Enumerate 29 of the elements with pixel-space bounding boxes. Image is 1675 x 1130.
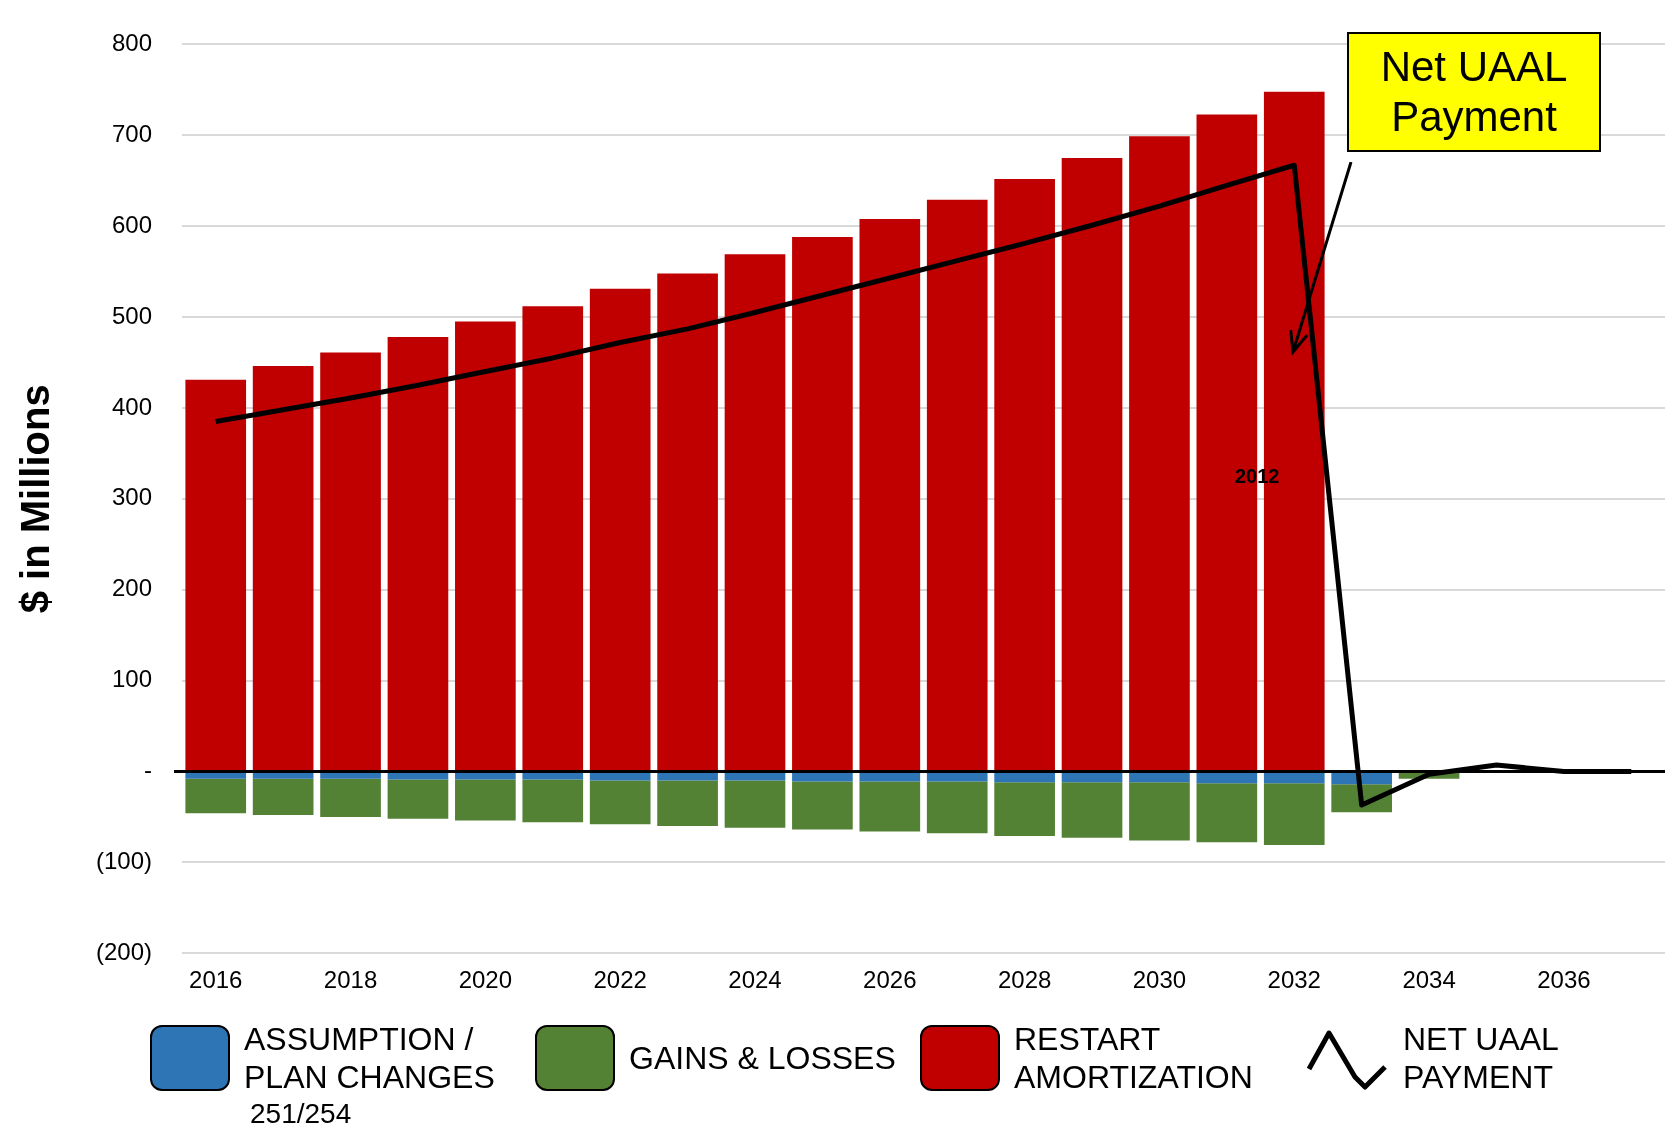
y-tick-label: 500: [111, 301, 153, 329]
x-tick-label: 2016: [189, 966, 243, 994]
x-tick-label: 2020: [458, 966, 513, 994]
y-tick-label: (100): [96, 846, 153, 874]
text: 251/254: [250, 1098, 352, 1130]
x-tick-label: 2022: [593, 966, 647, 994]
y-tick-label: 300: [111, 483, 153, 511]
x-tick-label: 2036: [1537, 966, 1591, 994]
annotation: Net UAAL Payment: [1347, 32, 1601, 152]
legend-label: GAINS & LOSSES: [629, 1039, 897, 1077]
y-tick-label: 800: [111, 29, 153, 57]
y-tick-label: -: [144, 756, 153, 784]
y-tick-label: 200: [111, 574, 153, 602]
x-tick-label: 2030: [1132, 966, 1187, 994]
y-tick-label: 600: [111, 210, 153, 238]
y-tick-label: 100: [111, 665, 153, 693]
y-tick-label: 700: [111, 119, 153, 147]
y-tick-label: 400: [111, 392, 153, 420]
y-tick-label: (200): [96, 937, 153, 965]
x-tick-label: 2018: [323, 966, 378, 994]
legend-label: ASSUMPTION / PLAN CHANGES: [244, 1020, 496, 1096]
x-tick-label: 2028: [997, 966, 1052, 994]
legend-label: NET UAAL PAYMENT: [1403, 1020, 1559, 1096]
x-tick-label: 2026: [863, 966, 917, 994]
legend-label: RESTART AMORTIZATION: [1014, 1020, 1254, 1096]
x-tick-label: 2032: [1267, 966, 1321, 994]
x-tick-label: 2034: [1402, 966, 1456, 994]
x-tick-label: 2024: [728, 966, 782, 994]
y-axis-title: $ in Millions: [13, 384, 58, 614]
